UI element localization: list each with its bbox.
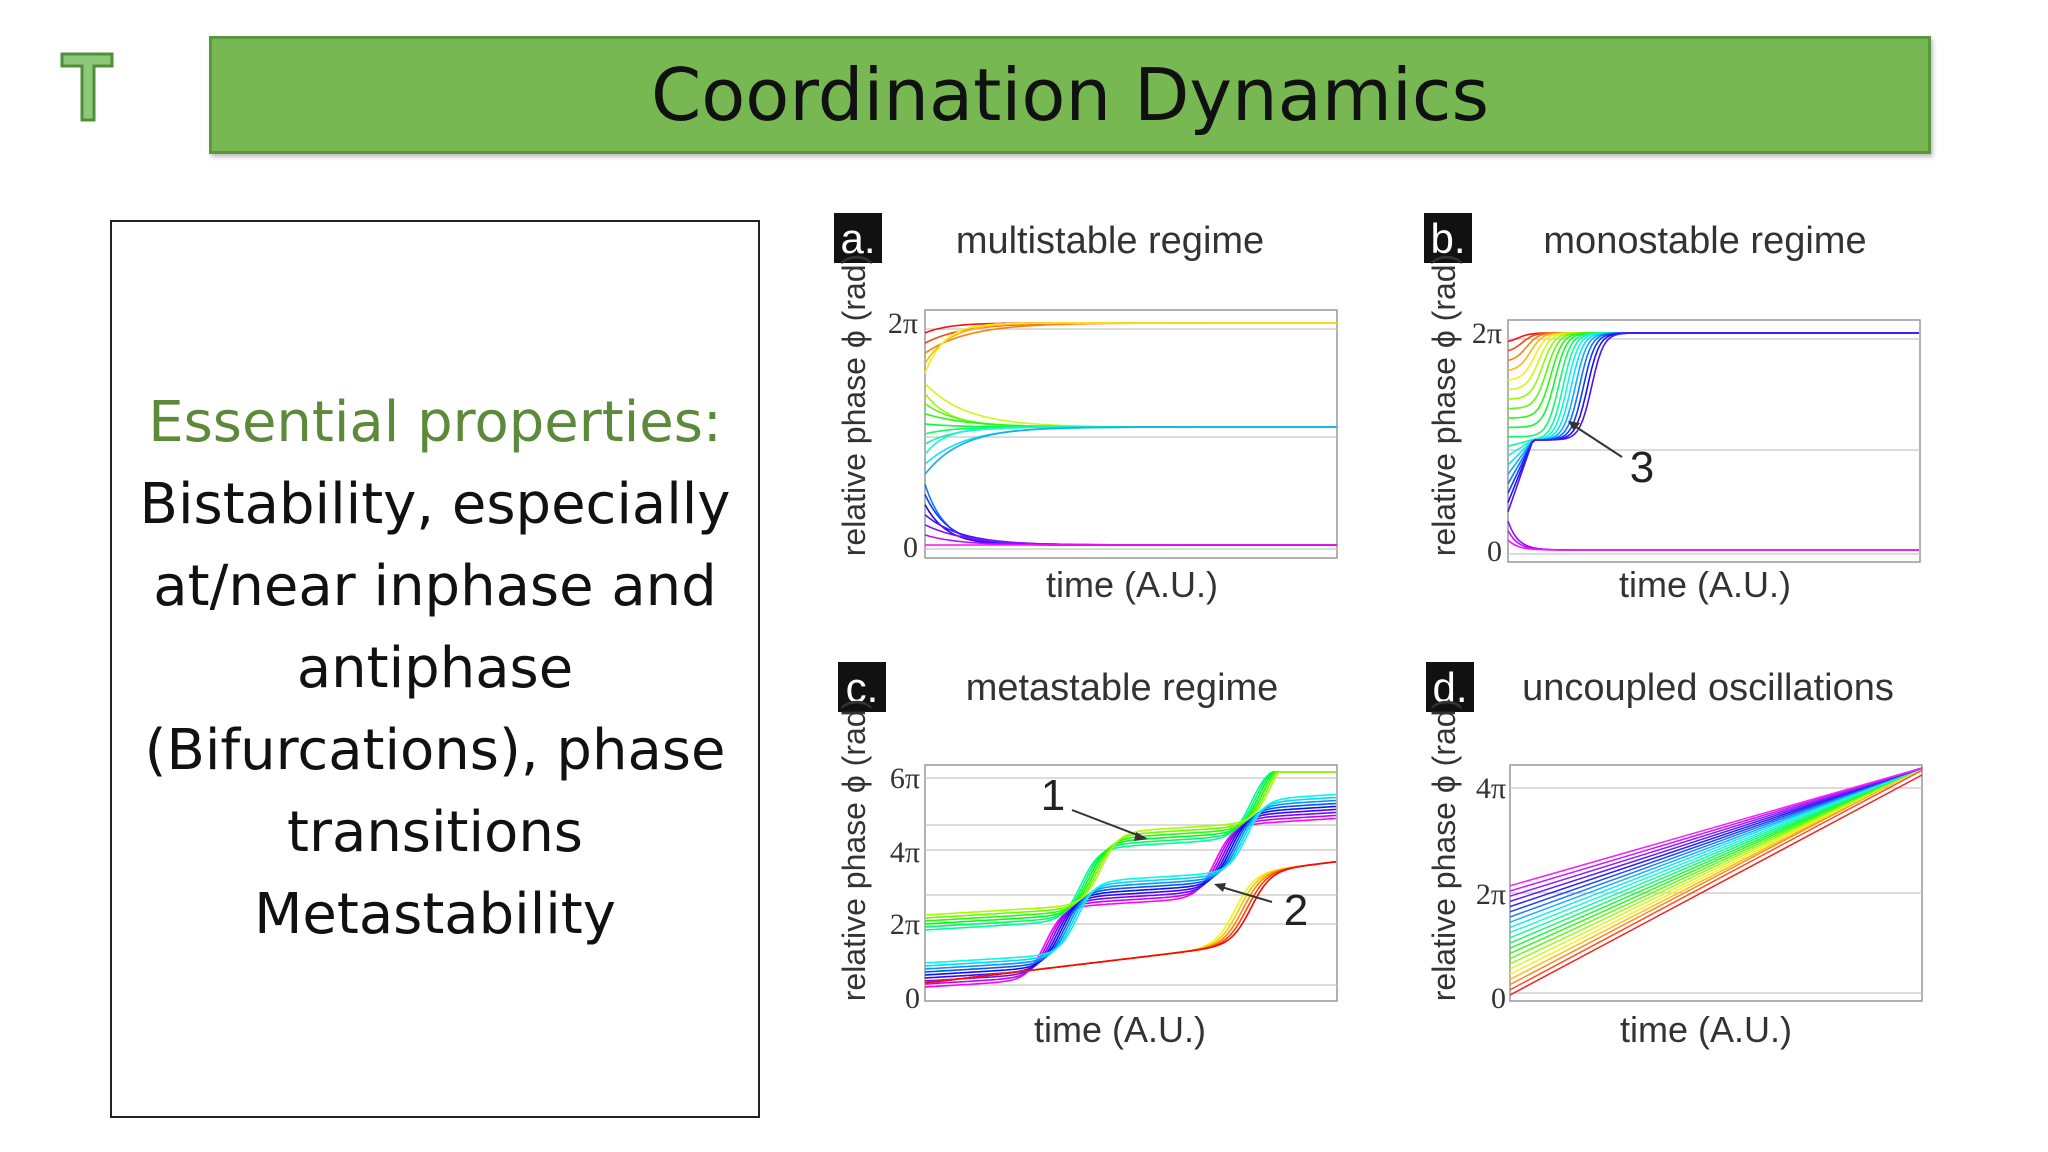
annotation-label: 2 (1284, 886, 1308, 935)
x-axis-label: time (A.U.) (1619, 564, 1791, 605)
property-line: (Bifurcations), phase (145, 710, 726, 792)
y-axis-label: relative phase ϕ (rad) (1426, 254, 1462, 557)
page-title: Coordination Dynamics (651, 53, 1489, 137)
title-bar: Coordination Dynamics (209, 36, 1931, 154)
property-line: Bistability, especially (140, 464, 731, 546)
tick-label: 2π (1472, 317, 1502, 350)
tick-label: 0 (1491, 982, 1506, 1015)
x-axis-label: time (A.U.) (1034, 1009, 1206, 1050)
tick-label: 0 (1487, 535, 1502, 568)
plot-frame (1508, 320, 1920, 562)
panel-uncoupled: d. uncoupled oscillations relative phase… (1410, 650, 1950, 1070)
y-axis-label: relative phase ϕ (rad) (836, 254, 872, 557)
tick-label: 0 (905, 982, 920, 1015)
annotation-label: 1 (1041, 771, 1065, 820)
tick-label: 6π (890, 762, 920, 795)
property-line: antiphase (297, 628, 573, 710)
logo-icon (58, 48, 118, 128)
panel-multistable: a. multistable regime relative phase ϕ (… (820, 205, 1360, 625)
tick-label: 2π (1476, 878, 1506, 911)
y-axis-label: relative phase ϕ (rad) (836, 699, 872, 1002)
y-axis-label: relative phase ϕ (rad) (1426, 699, 1462, 1002)
panel-title: uncoupled oscillations (1522, 667, 1894, 709)
property-line: transitions (287, 792, 583, 874)
panel-title: multistable regime (956, 220, 1264, 262)
tick-label: 2π (890, 908, 920, 941)
tick-label: 0 (903, 531, 918, 564)
panel-title: monostable regime (1543, 220, 1866, 262)
panel-monostable: b. monostable regime relative phase ϕ (r… (1410, 205, 1950, 625)
properties-heading: Essential properties: (148, 382, 722, 464)
tick-label: 2π (888, 307, 918, 340)
x-axis-label: time (A.U.) (1046, 564, 1218, 605)
panel-title: metastable regime (966, 667, 1279, 709)
plot-frame (925, 310, 1337, 558)
properties-box: Essential properties: Bistability, espec… (110, 220, 760, 1118)
property-line: Metastability (254, 874, 616, 956)
annotation-label: 3 (1630, 443, 1654, 492)
property-line: at/near inphase and (153, 546, 716, 628)
panel-metastable: c. metastable regime relative phase ϕ (r… (820, 650, 1360, 1070)
x-axis-label: time (A.U.) (1620, 1009, 1792, 1050)
tick-label: 4π (890, 836, 920, 869)
tick-label: 4π (1476, 772, 1506, 805)
